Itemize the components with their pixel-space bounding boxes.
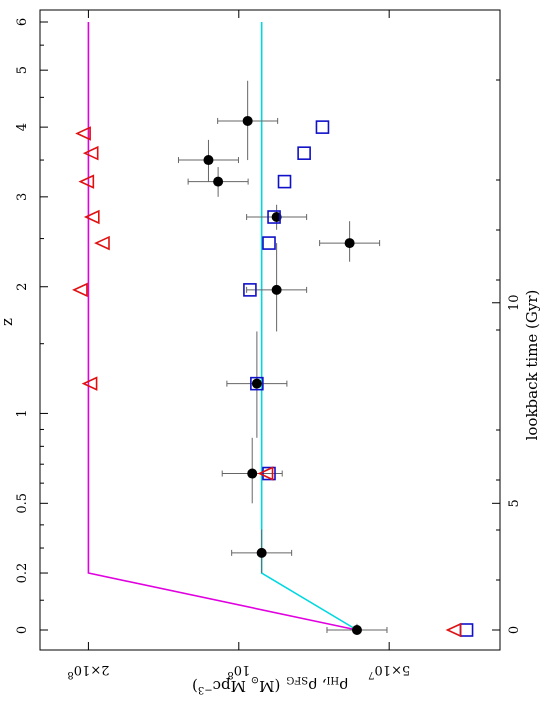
data-point-circle (271, 284, 282, 295)
z-tick-label: 0.2 (15, 563, 30, 584)
data-point-triangle (72, 282, 88, 298)
data-point-circle (242, 115, 253, 126)
z-tick-label: 0.5 (15, 493, 30, 514)
data-point-triangle (75, 126, 91, 141)
data-point-circle (344, 238, 355, 249)
data-point-square (459, 623, 474, 637)
data-point-square (277, 174, 292, 189)
data-point-square (243, 283, 257, 297)
density-tick-label: 108 (227, 662, 250, 680)
data-point-circle (256, 547, 267, 558)
data-point-triangle (257, 466, 274, 481)
data-point-triangle (94, 235, 110, 251)
data-point-square (297, 146, 311, 160)
data-point-square (262, 466, 276, 481)
data-point-square (267, 210, 281, 224)
y-axis-title: ρHI, ρSFG(M⊙ Mpc−3) (192, 674, 348, 695)
z-tick-label: 1 (15, 409, 30, 417)
z-tick-label: 0 (15, 626, 30, 634)
plot-frame (39, 9, 501, 651)
axis-ticks (40, 10, 500, 650)
model-line (87, 22, 358, 631)
z-tick-label: 5 (15, 66, 30, 74)
lookback-tick-label: 10 (507, 294, 522, 311)
model-lines (87, 22, 358, 631)
data-point-triangle (83, 209, 100, 225)
data-point-triangle (78, 174, 95, 189)
data-point-square (262, 236, 276, 250)
density-tick-label: 2×108 (67, 662, 109, 680)
data-point-triangle (82, 145, 99, 161)
tick-labels: 0 0.2 0.5 1 2 3 4 5 6 0 5 10 5×107 108 2×108 (15, 18, 522, 680)
data-point-circle (251, 378, 262, 389)
data-point-circle (203, 155, 214, 166)
z-tick-label: 3 (15, 193, 30, 201)
data-point-triangle (445, 622, 462, 638)
z-tick-label: 6 (15, 18, 30, 26)
z-tick-label: 2 (15, 283, 30, 291)
model-line (260, 22, 358, 631)
data-point-circle (351, 625, 362, 635)
x-axis-title-top: lookback time (Gyr) (523, 290, 541, 441)
data-point-square (315, 120, 330, 134)
data-markers (72, 115, 474, 638)
z-tick-label: 4 (15, 123, 30, 131)
lookback-tick-label: 0 (507, 626, 522, 634)
density-tick-label: 5×107 (368, 662, 410, 680)
data-point-triangle (81, 376, 98, 391)
data-point-square (250, 376, 264, 391)
data-point-circle (213, 176, 224, 187)
data-point-circle (247, 468, 258, 479)
lookback-tick-label: 5 (507, 499, 522, 507)
x-axis-title-bottom: z (0, 318, 16, 326)
data-point-circle (271, 212, 282, 223)
